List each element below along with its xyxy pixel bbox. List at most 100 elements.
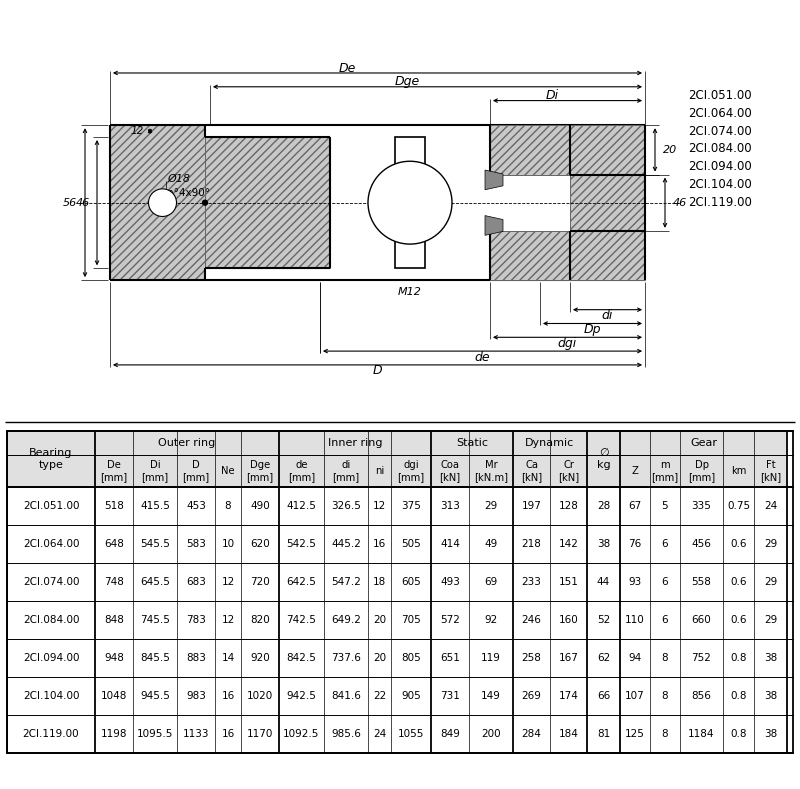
Text: 151: 151	[558, 577, 578, 587]
Bar	[723, 455, 754, 487]
Bar	[587, 431, 620, 487]
Text: 1133: 1133	[182, 729, 210, 739]
Bar	[431, 431, 513, 455]
Text: Coa
[kN]: Coa [kN]	[439, 460, 461, 482]
Text: 849: 849	[440, 729, 460, 739]
Text: Inner ring: Inner ring	[328, 438, 382, 448]
Text: 81: 81	[597, 729, 610, 739]
Bar	[513, 455, 550, 487]
Text: 149: 149	[481, 691, 501, 701]
Text: 783: 783	[186, 615, 206, 625]
Text: 2CI.074.00: 2CI.074.00	[688, 125, 752, 137]
Text: 18: 18	[373, 577, 386, 587]
Text: 445.2: 445.2	[331, 539, 361, 549]
Text: 558: 558	[691, 577, 711, 587]
Text: 16: 16	[222, 691, 234, 701]
Text: 28: 28	[597, 501, 610, 511]
Text: 29: 29	[764, 539, 777, 549]
Text: 76: 76	[628, 539, 642, 549]
Bar	[279, 455, 324, 487]
Text: 2CI.084.00: 2CI.084.00	[22, 615, 79, 625]
Bar	[177, 455, 215, 487]
Bar	[513, 431, 587, 455]
Text: 0.8: 0.8	[730, 653, 746, 663]
Text: 2CI.084.00: 2CI.084.00	[688, 143, 752, 155]
Text: km: km	[731, 466, 746, 476]
Text: dgi: dgi	[558, 337, 577, 350]
Text: 518: 518	[104, 501, 124, 511]
Bar	[490, 125, 570, 174]
Polygon shape	[485, 170, 503, 190]
Text: 24: 24	[373, 729, 386, 739]
Text: 705: 705	[401, 615, 421, 625]
Text: De: De	[339, 62, 356, 74]
Text: 1095.5: 1095.5	[137, 729, 173, 739]
Text: Dp: Dp	[584, 323, 602, 336]
Text: 6: 6	[662, 577, 668, 587]
Bar	[490, 231, 570, 280]
Text: di
[mm]: di [mm]	[333, 460, 359, 482]
Bar	[368, 455, 391, 487]
Bar	[550, 455, 587, 487]
Text: n°4x90°: n°4x90°	[167, 188, 210, 198]
Text: 905: 905	[401, 691, 421, 701]
Text: 38: 38	[764, 691, 777, 701]
Text: 1055: 1055	[398, 729, 424, 739]
Text: Ne: Ne	[221, 466, 235, 476]
Text: 748: 748	[104, 577, 124, 587]
Text: Di: Di	[546, 89, 559, 102]
Bar	[215, 455, 241, 487]
Polygon shape	[485, 215, 503, 235]
Text: de
[mm]: de [mm]	[288, 460, 315, 482]
Text: 1020: 1020	[247, 691, 273, 701]
Text: 1184: 1184	[688, 729, 714, 739]
Text: 12: 12	[130, 126, 144, 136]
Text: 16: 16	[222, 729, 234, 739]
Text: 29: 29	[764, 615, 777, 625]
Text: Cr
[kN]: Cr [kN]	[558, 460, 579, 482]
Text: ∅
kg: ∅ kg	[597, 448, 610, 470]
Text: 2CI.074.00: 2CI.074.00	[22, 577, 79, 587]
Text: 24: 24	[764, 501, 777, 511]
Text: Ø18: Ø18	[167, 174, 190, 184]
Bar	[7, 431, 95, 487]
Text: 845.5: 845.5	[140, 653, 170, 663]
Text: 720: 720	[250, 577, 270, 587]
Text: 20: 20	[373, 615, 386, 625]
Text: Mr
[kN.m]: Mr [kN.m]	[474, 460, 508, 482]
Text: 22: 22	[373, 691, 386, 701]
Text: 942.5: 942.5	[286, 691, 317, 701]
Text: 0.6: 0.6	[730, 539, 746, 549]
Text: 490: 490	[250, 501, 270, 511]
Text: 66: 66	[597, 691, 610, 701]
Text: 218: 218	[522, 539, 542, 549]
Bar	[241, 455, 279, 487]
Text: 8: 8	[662, 653, 668, 663]
Text: 2CI.064.00: 2CI.064.00	[22, 539, 79, 549]
Text: 6: 6	[662, 539, 668, 549]
Circle shape	[368, 161, 452, 244]
Text: 160: 160	[558, 615, 578, 625]
Text: 1092.5: 1092.5	[283, 729, 320, 739]
Text: 583: 583	[186, 539, 206, 549]
Text: 125: 125	[625, 729, 645, 739]
Bar	[680, 455, 723, 487]
Bar	[95, 455, 133, 487]
Circle shape	[149, 189, 177, 216]
Text: 258: 258	[522, 653, 542, 663]
Bar	[620, 431, 787, 455]
Text: 2CI.051.00: 2CI.051.00	[688, 89, 752, 102]
Text: 52: 52	[597, 615, 610, 625]
Text: Dp
[mm]: Dp [mm]	[688, 460, 715, 482]
Text: Dynamic: Dynamic	[526, 438, 574, 448]
Bar	[133, 455, 177, 487]
Text: 737.6: 737.6	[331, 653, 361, 663]
Text: 2CI.104.00: 2CI.104.00	[688, 178, 752, 191]
Text: 2CI.094.00: 2CI.094.00	[688, 160, 752, 173]
Text: 848: 848	[104, 615, 124, 625]
Text: 505: 505	[401, 539, 421, 549]
Text: 200: 200	[481, 729, 501, 739]
Text: 233: 233	[522, 577, 542, 587]
Text: 948: 948	[104, 653, 124, 663]
Text: 44: 44	[597, 577, 610, 587]
